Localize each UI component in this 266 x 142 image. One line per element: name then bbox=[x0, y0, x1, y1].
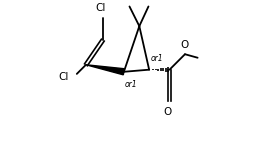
Text: Cl: Cl bbox=[95, 4, 106, 13]
Text: O: O bbox=[181, 40, 189, 50]
Text: or1: or1 bbox=[124, 80, 137, 89]
Text: Cl: Cl bbox=[58, 72, 68, 82]
Text: O: O bbox=[163, 107, 172, 117]
Polygon shape bbox=[86, 65, 124, 75]
Text: or1: or1 bbox=[151, 54, 163, 63]
